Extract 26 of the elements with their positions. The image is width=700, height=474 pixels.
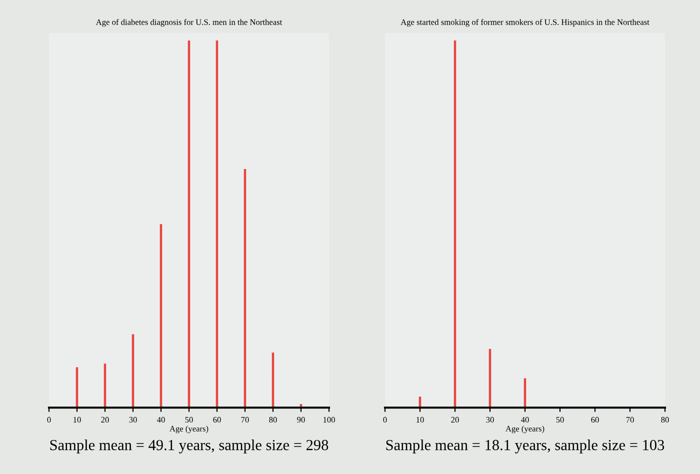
x-tick-label: 70 (626, 416, 634, 423)
x-axis-title: Age (years) (506, 426, 544, 434)
x-tick-label: 20 (451, 416, 459, 423)
x-tick-label: 10 (416, 416, 424, 423)
x-tick-label: 60 (591, 416, 599, 423)
text: Sample mean = 49.1 years, sample size = 298 (50, 439, 328, 454)
chart-title: Age started smoking of former smokers of U.S. Hispanics in the Northeast (400, 18, 650, 27)
x-tick-label: 30 (486, 416, 494, 423)
x-tick-label: 10 (74, 416, 81, 423)
chart-title: Age of diabetes diagnosis for U.S. men in the Northeast (96, 18, 282, 27)
text: Sample mean = 18.1 years, sample size = 103 (386, 439, 664, 454)
x-tick-label: 70 (241, 416, 249, 423)
x-tick-label: 0 (47, 416, 51, 423)
x-tick-label: 30 (129, 416, 137, 423)
x-tick-label: 60 (213, 416, 221, 423)
x-axis-title: Age (years) (170, 426, 208, 434)
x-tick-label: 80 (661, 416, 669, 423)
x-tick-label: 90 (297, 416, 305, 423)
x-tick-label: 50 (556, 416, 564, 423)
x-tick-label: 0 (383, 416, 387, 423)
x-tick-label: 100 (323, 416, 335, 423)
x-tick-label: 40 (520, 416, 529, 423)
x-tick-label: 50 (185, 416, 193, 423)
x-tick-label: 40 (156, 416, 165, 423)
x-tick-label: 20 (101, 416, 109, 423)
x-tick-label: 80 (269, 416, 277, 423)
